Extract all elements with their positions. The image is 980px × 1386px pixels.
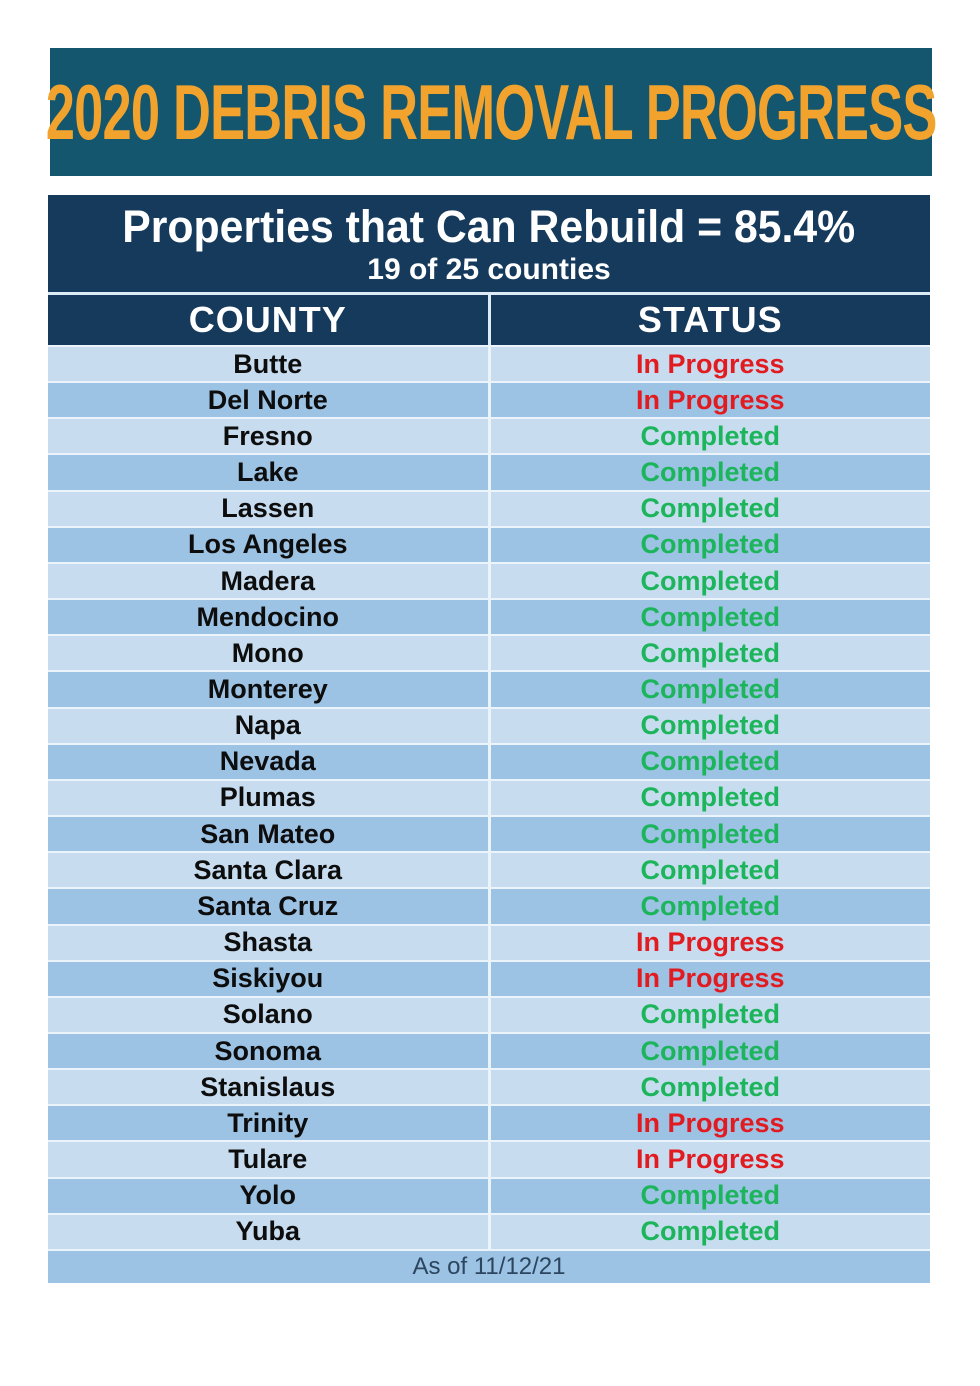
table-row: Fresno Completed [48, 417, 930, 454]
status-cell: In Progress [635, 384, 785, 415]
status-cell: In Progress [635, 927, 785, 958]
status-cell: Completed [640, 1071, 780, 1102]
status-cell: In Progress [635, 963, 785, 994]
status-cell: Completed [640, 601, 780, 632]
table-row: Lassen Completed [48, 489, 930, 526]
table-row: Stanislaus Completed [48, 1068, 930, 1105]
table-row: Los Angeles Completed [48, 525, 930, 562]
county-cell: Siskiyou [48, 961, 491, 996]
table-row: Sonoma Completed [48, 1031, 930, 1069]
status-cell: Completed [640, 420, 780, 451]
table-rows: Butte In Progress Del Norte In Progress … [48, 345, 930, 1249]
table-row: Madera Completed [48, 561, 930, 599]
table-row: Butte In Progress [48, 345, 930, 382]
status-cell: Completed [640, 1035, 780, 1066]
county-cell: Stanislaus [48, 1070, 491, 1105]
status-cell: Completed [640, 746, 780, 777]
table-row: Santa Clara Completed [48, 851, 930, 888]
status-cell: Completed [640, 818, 780, 849]
table-row: Plumas Completed [48, 778, 930, 816]
status-cell: Completed [640, 1216, 780, 1247]
status-cell: In Progress [635, 1144, 785, 1175]
county-cell: Trinity [48, 1106, 491, 1141]
table-row: Solano Completed [48, 995, 930, 1032]
table-row: Shasta In Progress [48, 923, 930, 960]
footer-row: As of 11/12/21 [48, 1249, 930, 1283]
table-row: Monterey Completed [48, 670, 930, 707]
status-cell: Completed [640, 637, 780, 668]
table-row: Nevada Completed [48, 742, 930, 779]
status-cell: Completed [640, 710, 780, 741]
column-header-row: COUNTY STATUS [48, 295, 930, 345]
as-of-date: As of 11/12/21 [412, 1253, 566, 1280]
county-cell: Santa Clara [48, 853, 491, 888]
county-cell: Los Angeles [48, 527, 491, 562]
table-row: Napa Completed [48, 706, 930, 743]
status-cell: Completed [640, 999, 780, 1030]
county-cell: Lassen [48, 491, 491, 526]
status-cell: In Progress [635, 348, 785, 379]
county-cell: Tulare [48, 1142, 491, 1177]
county-cell: Solano [48, 997, 491, 1032]
county-cell: Mono [48, 636, 491, 671]
county-cell: Yuba [48, 1214, 491, 1249]
status-cell: Completed [640, 565, 780, 596]
column-header-county: COUNTY [48, 295, 491, 345]
table-row: Mono Completed [48, 634, 930, 671]
title-banner: 2020 DEBRIS REMOVAL PROGRESS [46, 48, 937, 176]
table-row: Yolo Completed [48, 1176, 930, 1213]
county-cell: Mendocino [48, 600, 491, 635]
status-cell: Completed [640, 457, 780, 488]
table-row: Lake Completed [48, 453, 930, 490]
county-cell: Madera [48, 563, 491, 599]
table-row: Yuba Completed [48, 1212, 930, 1249]
county-cell: San Mateo [48, 817, 491, 852]
status-cell: In Progress [635, 1107, 785, 1138]
column-header-status: STATUS [637, 299, 783, 340]
table-row: San Mateo Completed [48, 815, 930, 852]
county-cell: Fresno [48, 419, 491, 454]
page-title: 2020 DEBRIS REMOVAL PROGRESS [45, 68, 938, 156]
county-cell: Monterey [48, 672, 491, 707]
table-row: Mendocino Completed [48, 598, 930, 635]
summary-header: Properties that Can Rebuild = 85.4% 19 o… [48, 195, 930, 292]
status-cell: Completed [640, 782, 780, 813]
county-cell: Butte [48, 347, 491, 382]
summary-county-count: 19 of 25 counties [367, 252, 611, 286]
table-row: Santa Cruz Completed [48, 887, 930, 924]
table-row: Siskiyou In Progress [48, 959, 930, 996]
table-row: Tulare In Progress [48, 1140, 930, 1177]
status-cell: Completed [640, 854, 780, 885]
table-row: Del Norte In Progress [48, 381, 930, 418]
status-cell: Completed [640, 1180, 780, 1211]
county-cell: Nevada [48, 744, 491, 779]
status-cell: Completed [640, 529, 780, 560]
status-cell: Completed [640, 890, 780, 921]
table-row: Trinity In Progress [48, 1104, 930, 1141]
county-cell: Santa Cruz [48, 889, 491, 924]
status-cell: Completed [640, 493, 780, 524]
county-cell: Sonoma [48, 1033, 491, 1069]
county-cell: Yolo [48, 1178, 491, 1213]
header-divider [48, 292, 930, 295]
county-cell: Shasta [48, 925, 491, 960]
status-cell: Completed [640, 673, 780, 704]
county-cell: Plumas [48, 780, 491, 816]
county-cell: Lake [48, 455, 491, 490]
county-cell: Napa [48, 708, 491, 743]
summary-rebuild-percent: Properties that Can Rebuild = 85.4% [122, 201, 856, 253]
county-cell: Del Norte [48, 383, 491, 418]
progress-table: Properties that Can Rebuild = 85.4% 19 o… [48, 195, 930, 1283]
